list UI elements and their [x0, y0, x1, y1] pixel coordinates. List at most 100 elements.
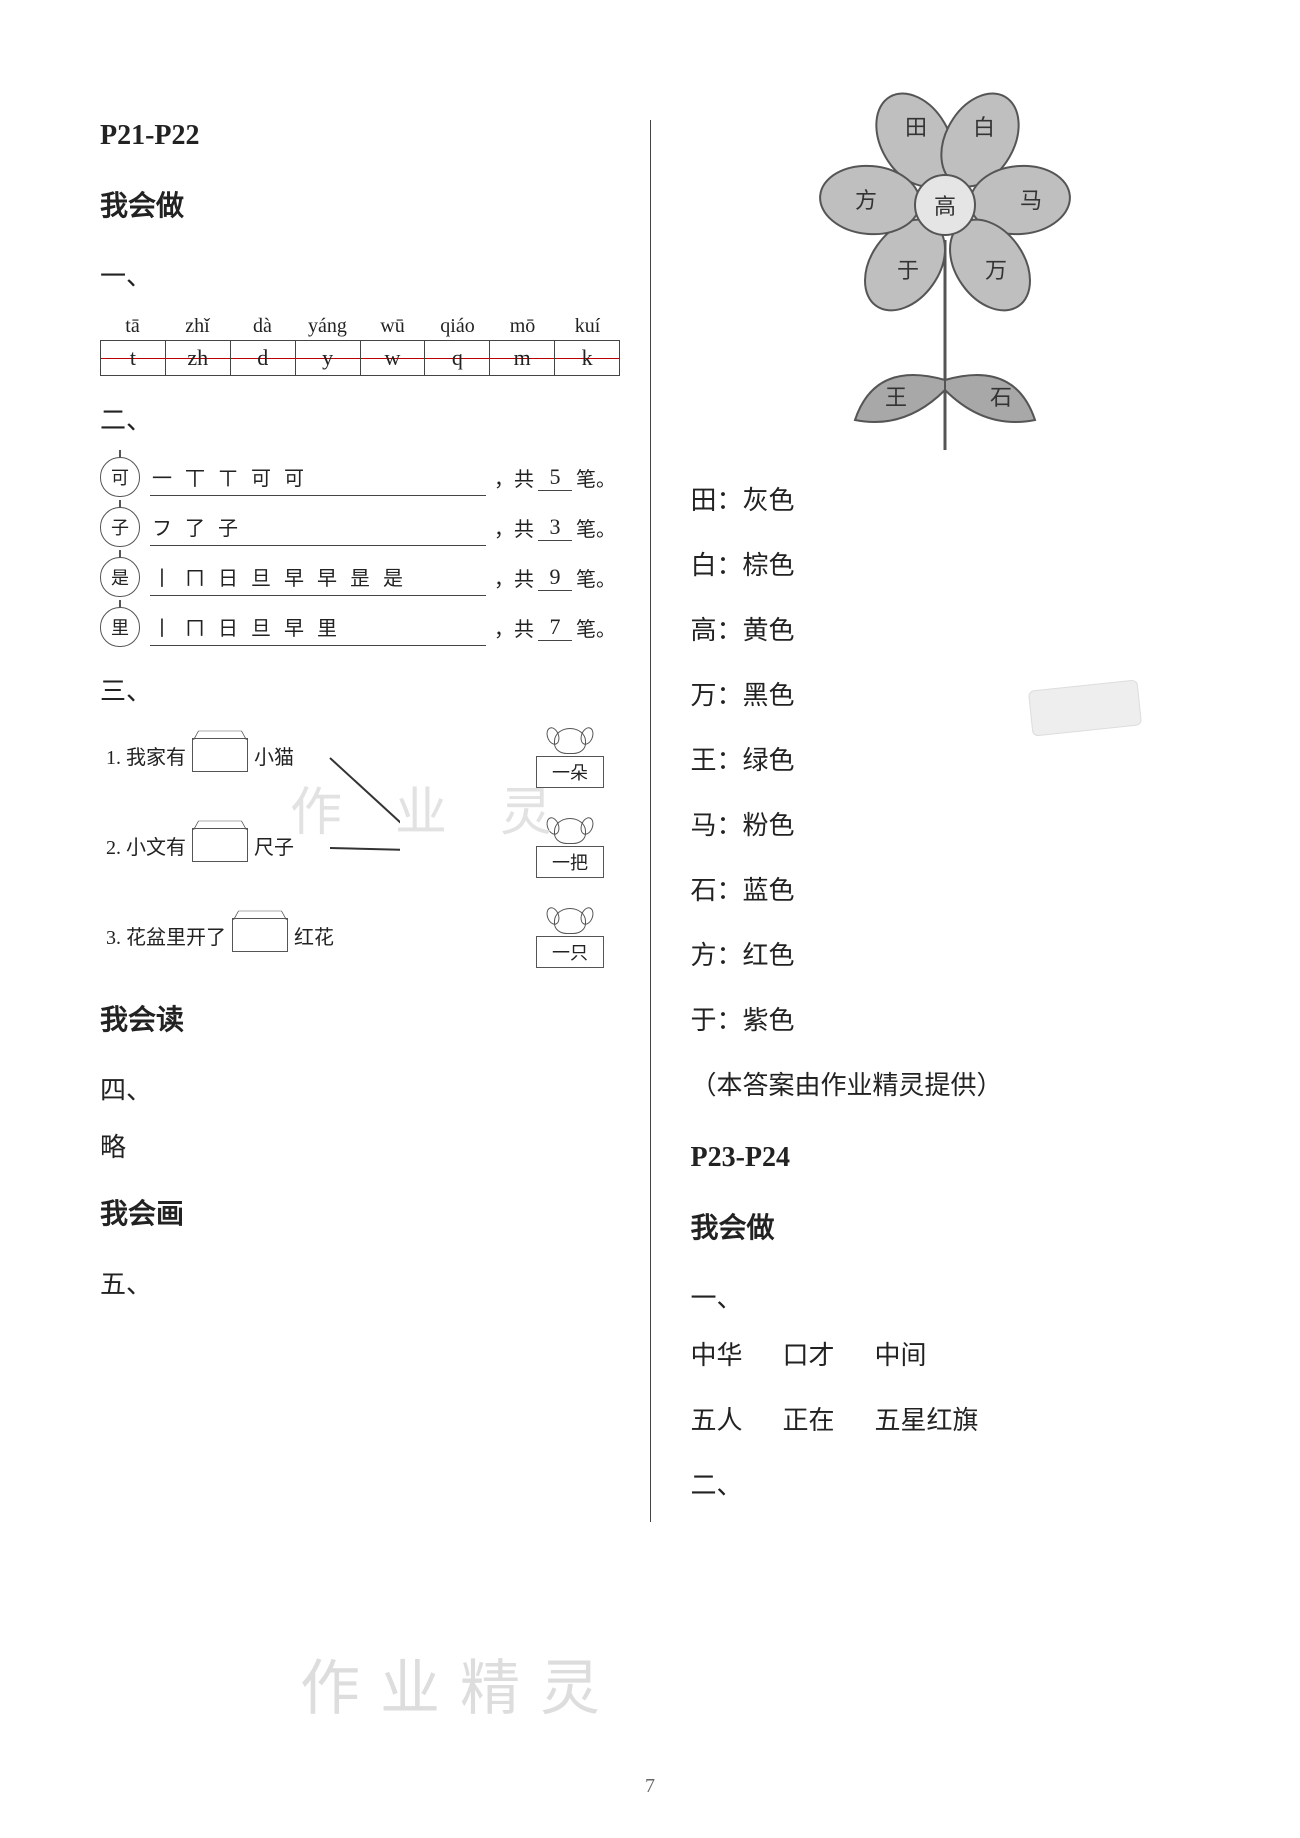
- apple-icon: 里: [100, 607, 140, 647]
- color-item: 白：棕色: [691, 545, 1201, 582]
- lue: 略: [100, 1127, 610, 1164]
- exercise-2: 可 一 丅 ㄒ 可 可 ，共 5 笔。 子 フ 了 子 ，共 3 笔。 是 丨 …: [100, 457, 620, 647]
- word: 口才: [783, 1335, 835, 1372]
- num-1-right: 一、: [691, 1278, 1201, 1315]
- flower-diagram: 王 石 田 白 马 万 于 方 高: [785, 80, 1105, 460]
- bi-label: 笔。: [576, 463, 616, 492]
- petal-char: 于: [897, 258, 919, 283]
- word: 正在: [783, 1400, 835, 1437]
- num-3: 三、: [100, 671, 610, 708]
- petal-char: 万: [985, 258, 1007, 283]
- num-2-right: 二、: [691, 1465, 1201, 1502]
- box-icon: [232, 918, 288, 952]
- letter-cell: k: [555, 341, 619, 375]
- page-number: 7: [645, 1775, 655, 1798]
- petal-char: 马: [1020, 188, 1042, 213]
- bi-label: 笔。: [576, 613, 616, 642]
- word: 五人: [691, 1400, 743, 1437]
- apple-icon: 子: [100, 507, 140, 547]
- strokes: 丨 ㄇ 日 旦 早 早 昰 是: [150, 558, 486, 596]
- color-item: 田：灰色: [691, 480, 1201, 517]
- match-lines: [100, 728, 400, 878]
- word-row: 五人 正在 五星红旗: [691, 1400, 1201, 1437]
- stroke-count: 9: [538, 564, 572, 591]
- match-label: 一朵: [536, 756, 604, 788]
- section-draw: 我会画: [100, 1192, 610, 1232]
- match-left-item: 3. 花盆里开了 红花: [106, 918, 334, 952]
- num-1: 一、: [100, 256, 610, 293]
- stroke-count: 5: [538, 464, 572, 491]
- petal-char: 白: [973, 115, 995, 140]
- match-right-item: 一把: [536, 818, 604, 878]
- word: 中间: [875, 1335, 927, 1372]
- section-do-right: 我会做: [691, 1206, 1201, 1246]
- stroke-row: 里 丨 ㄇ 日 旦 早 里 ，共 7 笔。: [100, 607, 620, 647]
- color-item: 高：黄色: [691, 610, 1201, 647]
- leaf-char: 石: [990, 385, 1012, 410]
- color-item: 方：红色: [691, 935, 1201, 972]
- color-item: 马：粉色: [691, 805, 1201, 842]
- match-label: 一只: [536, 936, 604, 968]
- letter-cell: d: [231, 341, 296, 375]
- num-2: 二、: [100, 400, 610, 437]
- word-row: 中华 口才 中间: [691, 1335, 1201, 1372]
- gong-label: ，共: [494, 563, 534, 592]
- letter-cell: q: [425, 341, 490, 375]
- letter-cell: y: [296, 341, 361, 375]
- dog-icon: [554, 908, 586, 934]
- stroke-row: 是 丨 ㄇ 日 旦 早 早 昰 是 ，共 9 笔。: [100, 557, 620, 597]
- apple-icon: 可: [100, 457, 140, 497]
- num-5: 五、: [100, 1264, 610, 1301]
- word: 中华: [691, 1335, 743, 1372]
- apple-icon: 是: [100, 557, 140, 597]
- stroke-count: 7: [538, 614, 572, 641]
- bi-label: 笔。: [576, 563, 616, 592]
- color-item: 于：紫色: [691, 1000, 1201, 1037]
- letter-cell: t: [101, 341, 166, 375]
- leaf-char: 王: [885, 385, 907, 410]
- letter-cell: w: [361, 341, 426, 375]
- letter-cell: zh: [166, 341, 231, 375]
- letter-cell: m: [490, 341, 555, 375]
- match-post: 红花: [294, 921, 334, 950]
- gong-label: ，共: [494, 613, 534, 642]
- num-4: 四、: [100, 1070, 610, 1107]
- exercise-3-matching: 1. 我家有 小猫 2. 小文有 尺子 3. 花盆里开了 红花 一朵 一把: [100, 728, 620, 978]
- stroke-count: 3: [538, 514, 572, 541]
- column-divider: [650, 120, 651, 1522]
- pinyin-cell: wū: [360, 313, 425, 340]
- exercise-1-table: tā zhǐ dà yáng wū qiáo mō kuí t zh d y w…: [100, 313, 620, 376]
- color-list: 田：灰色 白：棕色 高：黄色 万：黑色 王：绿色 马：粉色 石：蓝色 方：红色 …: [691, 480, 1201, 1037]
- credit-line: （本答案由作业精灵提供）: [691, 1065, 1201, 1102]
- strokes: フ 了 子: [150, 508, 486, 546]
- match-pre: 3. 花盆里开了: [106, 921, 226, 950]
- dog-icon: [554, 728, 586, 754]
- watermark: 作业精灵: [300, 1640, 620, 1727]
- color-item: 王：绿色: [691, 740, 1201, 777]
- bi-label: 笔。: [576, 513, 616, 542]
- color-item: 石：蓝色: [691, 870, 1201, 907]
- word: 五星红旗: [875, 1400, 979, 1437]
- section-read: 我会读: [100, 998, 610, 1038]
- petal-char: 田: [905, 115, 927, 140]
- strokes: 一 丅 ㄒ 可 可: [150, 458, 486, 496]
- pinyin-cell: zhǐ: [165, 313, 230, 340]
- pinyin-cell: tā: [100, 313, 165, 340]
- match-right-item: 一朵: [536, 728, 604, 788]
- match-label: 一把: [536, 846, 604, 878]
- gong-label: ，共: [494, 463, 534, 492]
- pinyin-cell: qiáo: [425, 313, 490, 340]
- pinyin-cell: mō: [490, 313, 555, 340]
- pinyin-cell: dà: [230, 313, 295, 340]
- dog-icon: [554, 818, 586, 844]
- pinyin-cell: yáng: [295, 313, 360, 340]
- page-range-left: P21-P22: [100, 120, 610, 152]
- petal-char: 方: [855, 188, 877, 213]
- stroke-row: 可 一 丅 ㄒ 可 可 ，共 5 笔。: [100, 457, 620, 497]
- stroke-row: 子 フ 了 子 ，共 3 笔。: [100, 507, 620, 547]
- section-do: 我会做: [100, 184, 610, 224]
- strokes: 丨 ㄇ 日 旦 早 里: [150, 608, 486, 646]
- pinyin-cell: kuí: [555, 313, 620, 340]
- page-range-right: P23-P24: [691, 1142, 1201, 1174]
- match-right-item: 一只: [536, 908, 604, 968]
